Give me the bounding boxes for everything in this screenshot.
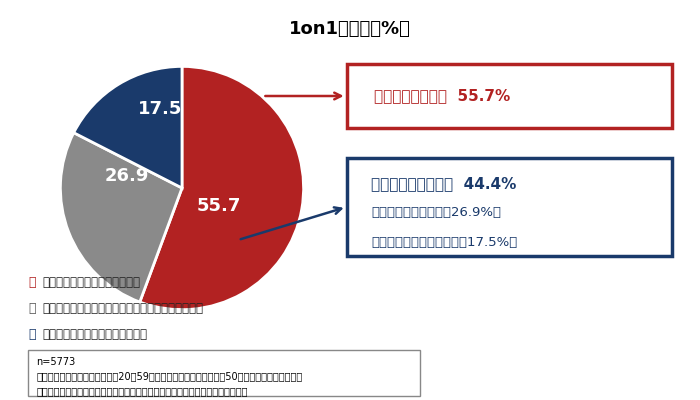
- Wedge shape: [74, 66, 182, 188]
- Text: n=5773: n=5773: [36, 357, 76, 367]
- Text: ・: ・: [28, 276, 36, 288]
- Text: この半年間で行うことがあった: この半年間で行うことがあった: [42, 276, 140, 288]
- Text: （一度も行ったことがない17.5%）: （一度も行ったことがない17.5%）: [371, 236, 517, 249]
- Text: これまで一度も行ったことがない: これまで一度も行ったことがない: [42, 328, 147, 340]
- Text: ＊スクリーニング調査、年齢は20～59歳正社員（正職員）、従業員50名未満企業勤務者除外、: ＊スクリーニング調査、年齢は20～59歳正社員（正職員）、従業員50名未満企業勤…: [36, 372, 302, 382]
- Text: ・直近半年経験なし  44.4%: ・直近半年経験なし 44.4%: [371, 176, 517, 191]
- Wedge shape: [140, 66, 304, 310]
- Text: 55.7: 55.7: [196, 197, 241, 215]
- Text: ・: ・: [28, 302, 36, 314]
- Text: （過去には行っていた26.9%）: （過去には行っていた26.9%）: [371, 206, 501, 219]
- Text: 過去には行っていたが、この半年間は行っていない: 過去には行っていたが、この半年間は行っていない: [42, 302, 203, 314]
- Text: 第一次産業・公務・その他以外、一般社員・従業員・係長相当、定期面談経験者: 第一次産業・公務・その他以外、一般社員・従業員・係長相当、定期面談経験者: [36, 386, 248, 396]
- Text: 直近半年経験あり  55.7%: 直近半年経験あり 55.7%: [374, 88, 511, 104]
- Text: ・: ・: [28, 328, 36, 340]
- Wedge shape: [60, 133, 182, 302]
- Text: 1on1経験率［%］: 1on1経験率［%］: [289, 20, 411, 38]
- Text: 17.5: 17.5: [138, 100, 182, 118]
- Text: 26.9: 26.9: [105, 167, 150, 185]
